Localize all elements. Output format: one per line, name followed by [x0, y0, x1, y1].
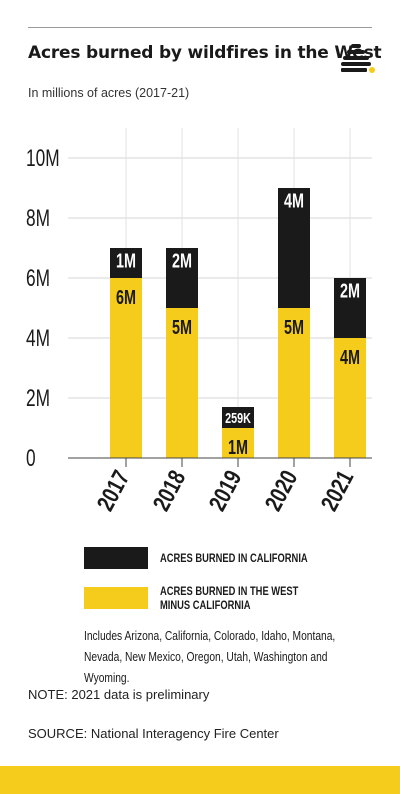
preliminary-note: NOTE: 2021 data is preliminary	[28, 687, 210, 702]
data-label-california: 2M	[340, 279, 360, 302]
y-tick-label: 10M	[26, 145, 60, 171]
bar-california	[334, 278, 366, 338]
bar-west-minus-california	[166, 308, 198, 458]
legend-swatch-west	[84, 587, 148, 609]
x-tick-label: 2017	[92, 466, 135, 515]
footer-bar	[0, 766, 400, 794]
data-label-california: 2M	[172, 249, 192, 272]
bar-california	[222, 407, 254, 428]
bar-california	[110, 248, 142, 278]
y-tick-label: 8M	[26, 205, 50, 231]
x-tick-label: 2021	[316, 466, 359, 515]
x-tick-label: 2020	[260, 466, 303, 515]
data-label-west: 6M	[116, 286, 136, 309]
included-states-note: Includes Arizona, California, Colorado, …	[84, 629, 336, 685]
y-tick-label: 6M	[26, 265, 50, 291]
beehive-logo-icon	[341, 44, 375, 73]
legend-label-california: ACRES BURNED IN CALIFORNIA	[160, 551, 308, 565]
data-label-california: 4M	[284, 189, 304, 212]
x-tick-label: 2018	[148, 466, 191, 515]
stacked-bar-chart: 0 2M 4M 6M 8M 10M 6M 1M 2017 5M 2M 2018 1M 259K 2019 5M…	[26, 128, 372, 515]
top-rule	[28, 27, 372, 28]
data-label-california: 1M	[116, 249, 136, 272]
x-tick-label: 2019	[204, 466, 247, 515]
legend-label-west-line1: ACRES BURNED IN THE WEST	[160, 584, 299, 598]
legend-swatch-california	[84, 547, 148, 569]
bar-california	[278, 188, 310, 308]
y-tick-label: 4M	[26, 325, 50, 351]
data-label-west: 5M	[172, 316, 192, 339]
y-tick-label: 2M	[26, 385, 50, 411]
data-label-california: 259K	[225, 409, 251, 426]
legend-label-west-line2: MINUS CALIFORNIA	[160, 598, 251, 612]
bar-west-minus-california	[110, 278, 142, 458]
bar-west-minus-california	[222, 428, 254, 458]
bar-california	[166, 248, 198, 308]
data-label-west: 5M	[284, 316, 304, 339]
data-label-west: 1M	[228, 436, 248, 459]
y-tick-label: 0	[26, 445, 36, 471]
bar-west-minus-california	[278, 308, 310, 458]
source-note: SOURCE: National Interagency Fire Center	[28, 726, 279, 741]
data-label-west: 4M	[340, 346, 360, 369]
chart-title: Acres burned by wildfires in the West	[28, 43, 382, 63]
chart-subtitle: In millions of acres (2017-21)	[28, 86, 190, 100]
bar-west-minus-california	[334, 338, 366, 458]
legend-label-west: ACRES BURNED IN THE WEST MINUS CALIFORNI…	[160, 584, 298, 612]
